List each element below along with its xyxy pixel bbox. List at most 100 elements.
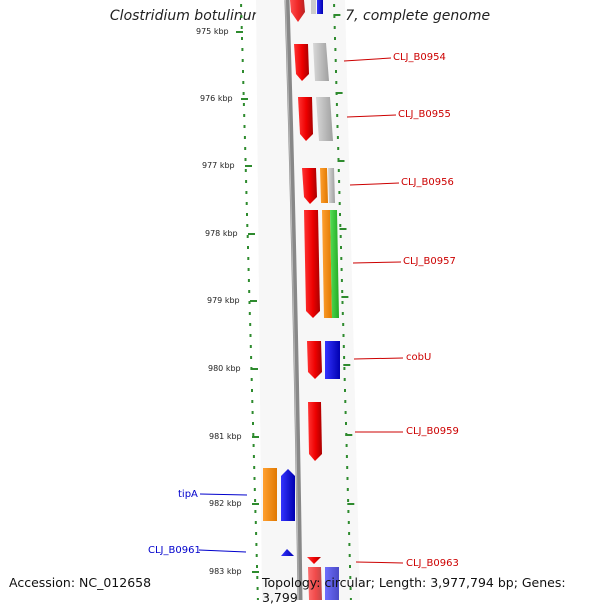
ruler-tick-label: 980 kbp <box>208 364 241 373</box>
guide-dot <box>340 257 343 260</box>
guide-dot <box>333 15 336 18</box>
guide-dot <box>248 301 251 304</box>
guide-dot <box>252 433 255 436</box>
guide-dots <box>240 4 355 600</box>
guide-dot <box>245 202 248 205</box>
guide-dot <box>244 158 247 161</box>
guide-dot <box>255 554 258 557</box>
guide-dot <box>241 37 243 40</box>
gene-label[interactable]: CLJ_B0957 <box>403 256 456 267</box>
guide-dot <box>254 521 257 524</box>
gene-feature <box>308 567 322 600</box>
guide-dot <box>243 136 246 139</box>
genome-summary-text: Topology: circular; Length: 3,977,794 bp… <box>262 575 566 605</box>
ruler-tick-mark <box>251 368 258 370</box>
guide-dot <box>336 136 339 139</box>
gene-label[interactable]: tipA <box>178 489 198 500</box>
guide-dot <box>346 488 349 491</box>
guide-dot <box>349 587 352 590</box>
guide-dot <box>334 37 336 40</box>
gene-feature <box>328 168 335 203</box>
guide-dot <box>344 389 346 392</box>
guide-dot <box>256 576 259 579</box>
coordinate-ruler: 975 kbp 976 kbp 977 kbp 978 kbp 979 kbp … <box>196 27 259 576</box>
guide-dot <box>334 59 337 62</box>
accession-text: Accession: NC_012658 <box>9 575 152 590</box>
guide-dot <box>244 147 247 150</box>
gene-label[interactable]: CLJ_B0959 <box>406 426 459 437</box>
guide-dot <box>348 543 351 546</box>
guide-dot <box>335 70 337 73</box>
ruler-tick-mark <box>252 571 259 573</box>
guide-dot <box>339 213 341 216</box>
genome-backbone <box>284 0 303 600</box>
gene-feature-CLJ_B0955 <box>298 97 313 141</box>
guide-dot <box>247 257 250 260</box>
ruler-tick-label: 981 kbp <box>209 432 242 441</box>
guide-dot <box>333 4 336 7</box>
guide-dot <box>340 279 343 282</box>
guide-dot <box>344 411 347 414</box>
guide-dot <box>349 576 352 579</box>
guide-dot <box>341 312 344 315</box>
guide-dot <box>243 125 246 128</box>
guide-dot <box>247 279 250 282</box>
guide-dot <box>240 26 243 29</box>
gene-label[interactable]: CLJ_B0956 <box>401 177 454 188</box>
guide-dot <box>240 4 243 7</box>
ruler-tick-mark <box>250 300 257 302</box>
guide-dot <box>342 323 345 326</box>
guide-dot <box>347 510 350 513</box>
ruler-tick-mark <box>241 98 248 100</box>
ruler-tick-label: 975 kbp <box>196 27 229 36</box>
gene-feature-cobU <box>307 341 322 379</box>
guide-dot <box>338 191 341 194</box>
guide-dot <box>246 224 249 227</box>
guide-dot <box>336 114 339 117</box>
guide-dot <box>251 400 254 403</box>
gene-feature <box>330 210 339 318</box>
guide-dot <box>249 345 252 348</box>
left-callouts: tipA CLJ_B0961 <box>148 489 248 556</box>
ruler-tick-mark <box>236 31 243 33</box>
guide-dot <box>241 48 244 51</box>
gene-label[interactable]: CLJ_B0963 <box>406 558 459 569</box>
guide-dot <box>248 312 251 315</box>
guide-dot <box>348 532 351 535</box>
guide-dot <box>346 466 349 469</box>
gene-feature <box>313 43 329 81</box>
guide-dot <box>251 389 253 392</box>
gene-label[interactable]: CLJ_B0961 <box>148 545 201 556</box>
guide-dot <box>252 455 255 458</box>
guide-dot <box>344 400 347 403</box>
guide-dot <box>251 411 254 414</box>
guide-dot <box>348 554 351 557</box>
gene-label[interactable]: CLJ_B0955 <box>398 109 451 120</box>
gene-feature <box>322 210 332 318</box>
guide-dot <box>343 367 346 370</box>
guide-dot <box>342 334 345 337</box>
guide-dot <box>245 180 248 183</box>
guide-dot <box>253 477 256 480</box>
gene-feature-CLJ_B0954 <box>294 44 309 81</box>
guide-dot <box>256 565 258 568</box>
ruler-tick-mark <box>248 233 255 235</box>
guide-dot <box>256 598 259 600</box>
guide-dot <box>346 477 349 480</box>
guide-dot <box>249 323 252 326</box>
ruler-tick-mark <box>245 165 252 167</box>
guide-dot <box>338 202 341 205</box>
ruler-tick-mark <box>345 434 353 436</box>
gene-feature <box>290 0 305 22</box>
guide-dot <box>244 169 247 172</box>
guide-dot <box>335 81 338 84</box>
guide-dot <box>250 356 253 359</box>
guide-dot <box>342 345 345 348</box>
gene-feature <box>320 168 328 203</box>
features <box>263 0 340 600</box>
guide-dot <box>246 213 248 216</box>
gene-label[interactable]: CLJ_B0954 <box>393 52 446 63</box>
gene-label[interactable]: cobU <box>406 352 431 363</box>
guide-dot <box>247 246 249 249</box>
